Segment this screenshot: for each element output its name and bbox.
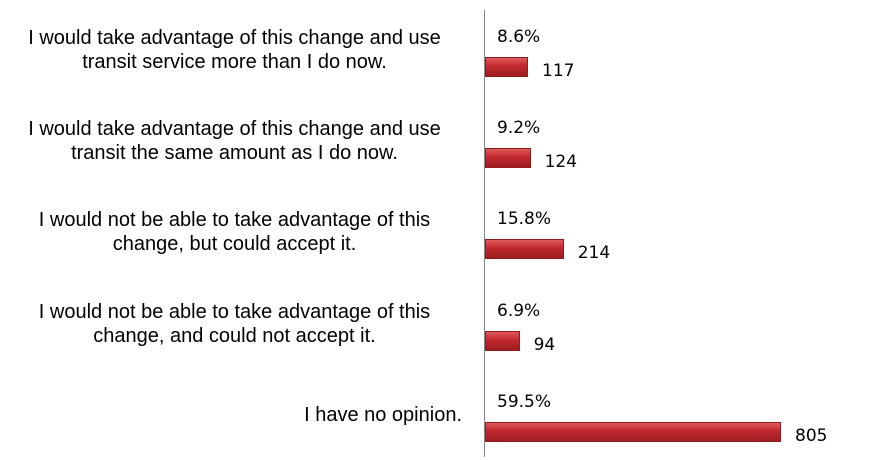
percentage-label: 9.2% bbox=[497, 118, 541, 139]
category-text: I would not be able to take advantage of… bbox=[38, 209, 431, 256]
category-label: I would take advantage of this change an… bbox=[0, 96, 462, 186]
percentage-label: 6.9% bbox=[497, 300, 541, 321]
bar bbox=[485, 148, 531, 169]
value-label: 117 bbox=[542, 61, 575, 81]
value-label: 94 bbox=[533, 334, 556, 355]
bar bbox=[485, 239, 564, 260]
value-label: 214 bbox=[577, 243, 611, 264]
axis-line bbox=[484, 10, 485, 457]
value-label: 124 bbox=[544, 152, 578, 173]
category-label: I would take advantage of this change an… bbox=[0, 5, 462, 95]
percentage-label: 15.8% bbox=[497, 209, 552, 230]
category-label: I would not be able to take advantage of… bbox=[0, 279, 462, 369]
bar bbox=[485, 57, 529, 77]
percentage-label: 59.5% bbox=[497, 391, 552, 412]
category-label: I would not be able to take advantage of… bbox=[0, 187, 462, 277]
value-label: 805 bbox=[795, 425, 828, 446]
category-text: I have no opinion. bbox=[304, 403, 462, 426]
category-text: I would not be able to take advantage of… bbox=[38, 300, 431, 347]
bar bbox=[485, 421, 781, 442]
bar bbox=[485, 330, 520, 351]
percentage-label: 8.6% bbox=[497, 27, 541, 47]
category-label: I have no opinion. bbox=[0, 370, 462, 460]
category-text: I would take advantage of this change an… bbox=[28, 118, 441, 165]
category-text: I would take advantage of this change an… bbox=[28, 27, 441, 73]
